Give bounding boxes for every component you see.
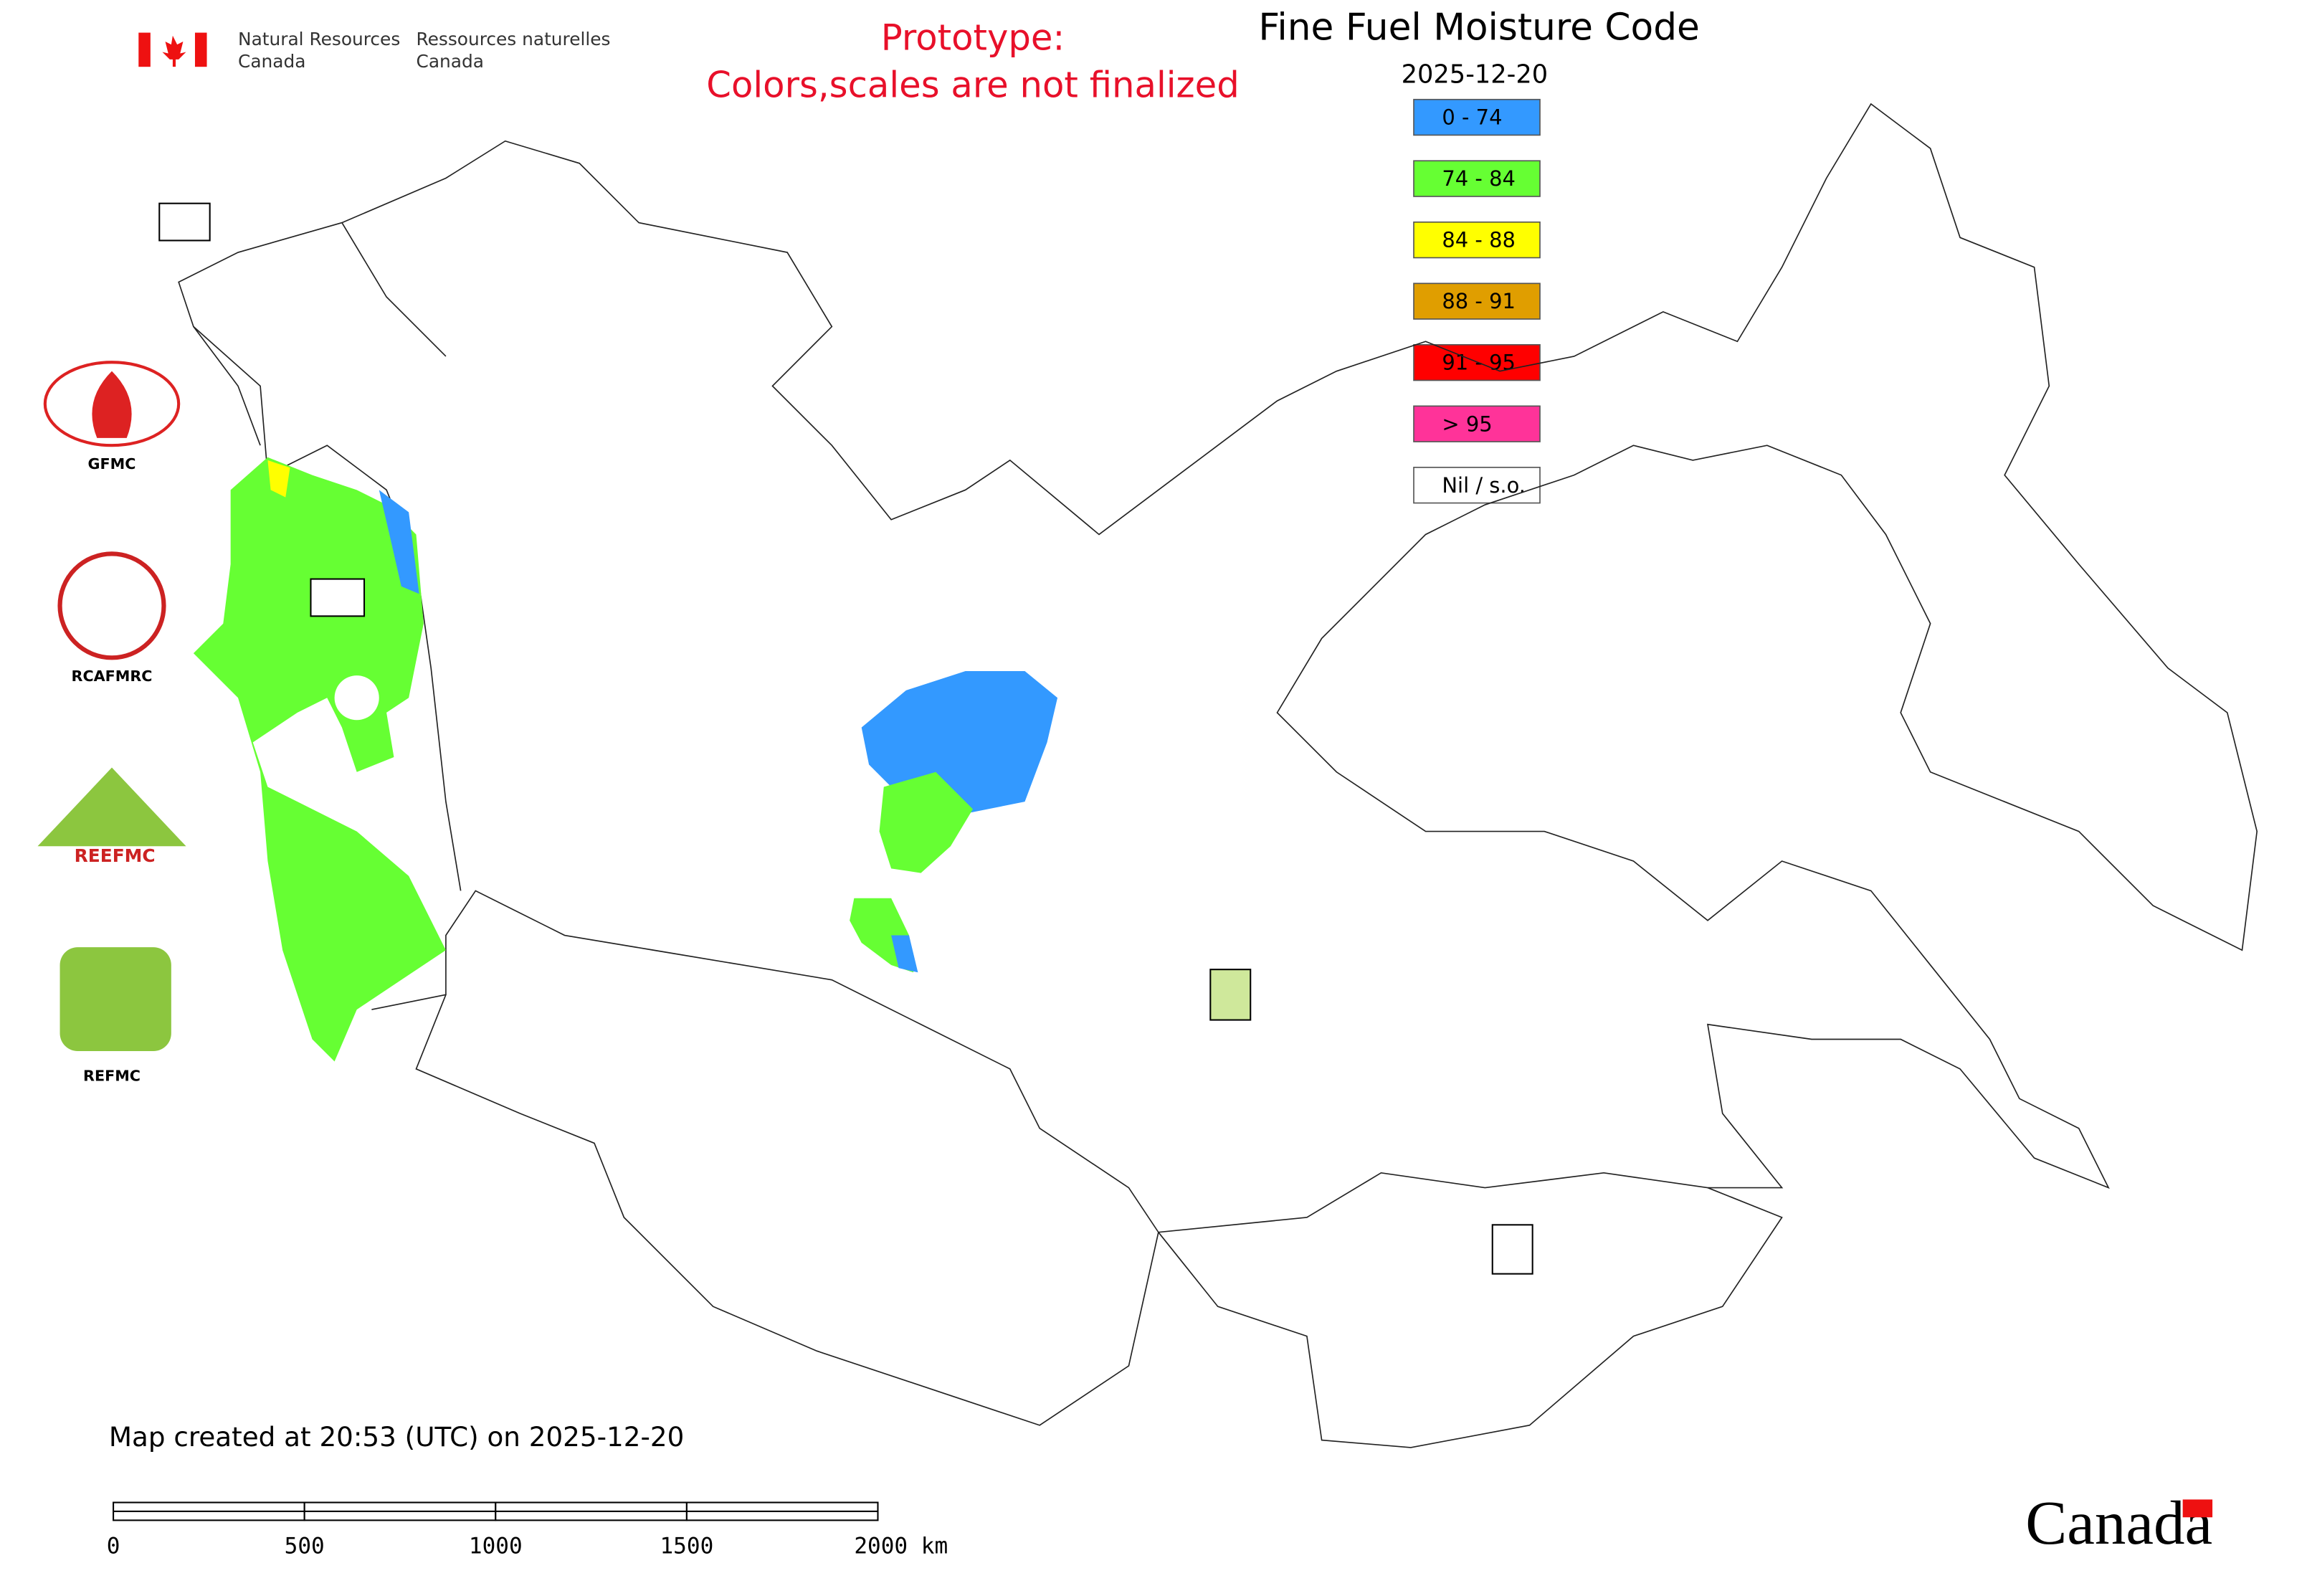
border [1158,1187,1783,1448]
agency-line: Ressources naturelles [417,29,611,49]
border [178,103,2258,1233]
agency-line: Canada [417,51,484,72]
legend-label: Nil / s.o. [1442,473,1526,498]
scale-label: 1000 [469,1534,523,1559]
legend-label: 74 - 84 [1442,166,1516,191]
flag-bar [194,32,207,67]
notice: Prototype: [881,16,1065,58]
logo-label: RCAFMRC [72,668,153,685]
wordmark-flag [2182,1499,2213,1518]
scale-label: 0 [107,1534,120,1559]
legend-swatch [1413,282,1541,320]
scale-label: 500 [285,1534,325,1559]
logo-label: REFMC [83,1067,141,1084]
legend-swatch [1413,467,1541,504]
nil-area [297,718,336,758]
legend-label: 88 - 91 [1442,289,1516,313]
agency-line: Canada [238,51,305,72]
data-area [379,490,419,594]
scale-label: 2000 km [854,1534,948,1559]
logo-reefmc [37,767,186,847]
map-logo [1209,969,1252,1021]
border [193,222,447,446]
scale-bar: 0 500 1000 1500 2000 km [107,1501,948,1559]
logo-label: REEFMC [75,845,156,866]
data-area [267,460,290,498]
nrcan-signature: Natural Resources Canada Ressources natu… [138,29,611,72]
map-logo [1491,1224,1533,1275]
logo-refmc [60,947,171,1052]
logo-flame [92,371,132,438]
data-area [193,457,446,1062]
logo-gfmc [43,361,181,447]
logo-rcafmrc [57,551,166,660]
map-logo [310,578,366,617]
data-areas [193,457,1058,1062]
legend-swatch [1413,221,1541,259]
legend-label: > 95 [1442,412,1492,436]
wordmark: Canada [2025,1488,2212,1557]
agency-line: Natural Resources [238,29,400,49]
border [415,994,1159,1426]
map-title: Fine Fuel Moisture Code [1258,6,1700,49]
scale-label: 1500 [660,1534,713,1559]
map-date: 2025-12-20 [1402,60,1549,90]
notice: Colors,scales are not finalized [706,65,1239,106]
legend-swatch [1413,405,1541,442]
nil-area [334,675,379,721]
map-logo [158,202,211,242]
borders [178,103,2258,1448]
logo-label: GFMC [88,455,136,472]
flag-bar [138,32,151,67]
logos: GFMC RCAFMRC REEFMC REFMC [37,202,1533,1275]
footer: Map created at 20:53 (UTC) on 2025-12-20 [109,1421,684,1453]
legend-label: 84 - 88 [1442,228,1516,252]
maple-leaf [162,35,186,67]
legend-swatch [1413,160,1541,197]
data-area [879,771,974,873]
legend-label: 0 - 74 [1442,105,1502,130]
legend-swatch [1413,98,1541,136]
